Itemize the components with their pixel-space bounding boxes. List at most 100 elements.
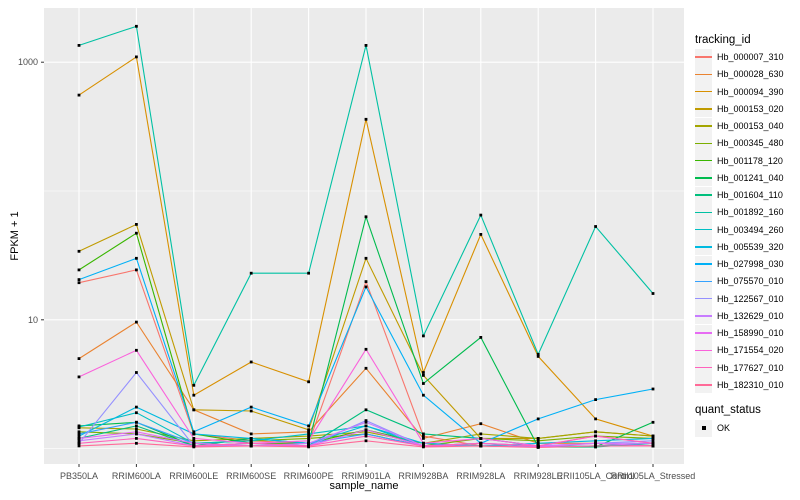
data-point bbox=[651, 292, 655, 295]
data-point bbox=[307, 445, 310, 449]
data-point bbox=[77, 441, 81, 445]
x-tick-label: RRIM901LA bbox=[341, 471, 391, 481]
legend-key-swatch bbox=[695, 341, 712, 359]
data-point bbox=[77, 93, 81, 97]
series-color-line-icon bbox=[695, 194, 712, 196]
data-point bbox=[77, 375, 81, 379]
data-point bbox=[135, 411, 138, 415]
data-point bbox=[307, 428, 310, 432]
data-point bbox=[422, 445, 425, 449]
data-point bbox=[364, 439, 368, 443]
data-point bbox=[479, 441, 483, 445]
data-point bbox=[594, 434, 597, 438]
legend-entry-label: Hb_122567_010 bbox=[717, 293, 784, 304]
legend-entry-label: Hb_158990_010 bbox=[717, 328, 784, 338]
data-point bbox=[77, 357, 81, 360]
legend-key-swatch bbox=[695, 152, 712, 169]
data-point bbox=[594, 225, 597, 228]
data-point bbox=[651, 437, 655, 440]
series-color-line-icon bbox=[695, 297, 712, 300]
data-point bbox=[135, 430, 138, 434]
x-axis-title: sample_name bbox=[329, 480, 399, 492]
legend-key-swatch bbox=[695, 221, 712, 238]
data-point bbox=[536, 437, 540, 440]
data-point bbox=[192, 437, 196, 440]
legend-key-swatch bbox=[695, 169, 712, 187]
data-point bbox=[249, 405, 253, 409]
legend-key-swatch bbox=[695, 255, 712, 273]
data-point bbox=[135, 55, 138, 59]
data-point bbox=[135, 348, 138, 352]
data-point bbox=[364, 428, 368, 432]
legend-key-swatch bbox=[695, 203, 712, 221]
legend-entry-label: Hb_171554_020 bbox=[717, 345, 784, 356]
legend-key-swatch bbox=[695, 186, 712, 204]
data-point bbox=[307, 439, 310, 443]
data-point bbox=[594, 430, 597, 434]
series-color-line-icon bbox=[695, 315, 712, 317]
legend-key-swatch bbox=[695, 307, 712, 325]
data-point bbox=[249, 439, 253, 443]
series-color-line-icon bbox=[695, 246, 712, 248]
data-point bbox=[77, 268, 81, 272]
legend-key-swatch bbox=[695, 272, 712, 290]
data-point bbox=[364, 44, 368, 47]
data-point bbox=[364, 117, 368, 121]
data-point bbox=[479, 213, 483, 217]
data-point bbox=[594, 439, 597, 443]
data-point bbox=[364, 432, 368, 436]
data-point bbox=[135, 441, 138, 445]
data-point bbox=[192, 430, 196, 434]
data-point bbox=[479, 422, 483, 426]
data-point bbox=[135, 223, 138, 226]
data-point bbox=[422, 371, 425, 374]
data-point bbox=[307, 437, 310, 440]
series-color-line-icon bbox=[695, 211, 712, 214]
series-color-line-icon bbox=[695, 142, 712, 145]
series-color-line-icon bbox=[695, 280, 712, 283]
legend-entry-label: Hb_000345_480 bbox=[717, 138, 784, 149]
quant-status-key-swatch bbox=[695, 419, 712, 437]
data-point bbox=[364, 408, 368, 412]
legend-title-quant-status: quant_status bbox=[695, 404, 761, 416]
series-color-line-icon bbox=[695, 73, 712, 76]
x-tick-label: RRII105LA_Stressed bbox=[610, 471, 696, 481]
data-point bbox=[135, 432, 138, 436]
data-point bbox=[594, 417, 597, 421]
series-color-line-icon bbox=[695, 332, 712, 334]
legend-key-swatch bbox=[695, 117, 712, 135]
data-point bbox=[536, 439, 540, 443]
data-point bbox=[364, 419, 368, 422]
data-point bbox=[307, 271, 310, 275]
series-color-line-icon bbox=[695, 228, 712, 231]
data-point bbox=[364, 280, 368, 283]
data-point bbox=[479, 437, 483, 440]
data-point bbox=[479, 444, 483, 448]
data-point bbox=[192, 432, 196, 436]
x-tick-label: RRII105LA_Control bbox=[556, 471, 635, 481]
legend-key-swatch bbox=[695, 376, 712, 394]
data-point bbox=[135, 320, 138, 324]
legend-entry-label: Hb_182310_010 bbox=[717, 379, 784, 390]
series-color-line-icon bbox=[695, 108, 712, 110]
x-tick-label: RRIM928LA bbox=[456, 471, 506, 481]
data-point bbox=[479, 233, 483, 236]
ok-point-marker-icon bbox=[701, 426, 706, 430]
data-point bbox=[422, 434, 425, 438]
data-point bbox=[135, 24, 138, 28]
data-point bbox=[192, 383, 196, 387]
data-point bbox=[249, 441, 253, 445]
data-point bbox=[192, 441, 196, 445]
data-point bbox=[422, 393, 425, 397]
data-point bbox=[77, 434, 81, 438]
legend-key-swatch bbox=[695, 359, 712, 376]
data-point bbox=[536, 417, 540, 421]
legend-entry-label: Hb_000028_630 bbox=[717, 69, 784, 80]
x-tick-label: PB350LA bbox=[59, 471, 99, 481]
legend-key-swatch bbox=[695, 83, 712, 100]
data-point bbox=[307, 380, 310, 384]
data-point bbox=[651, 444, 655, 448]
data-point bbox=[364, 256, 368, 260]
legend-entry-label: Hb_027998_030 bbox=[717, 259, 784, 269]
legend-entry-label: Hb_075570_010 bbox=[717, 276, 784, 287]
